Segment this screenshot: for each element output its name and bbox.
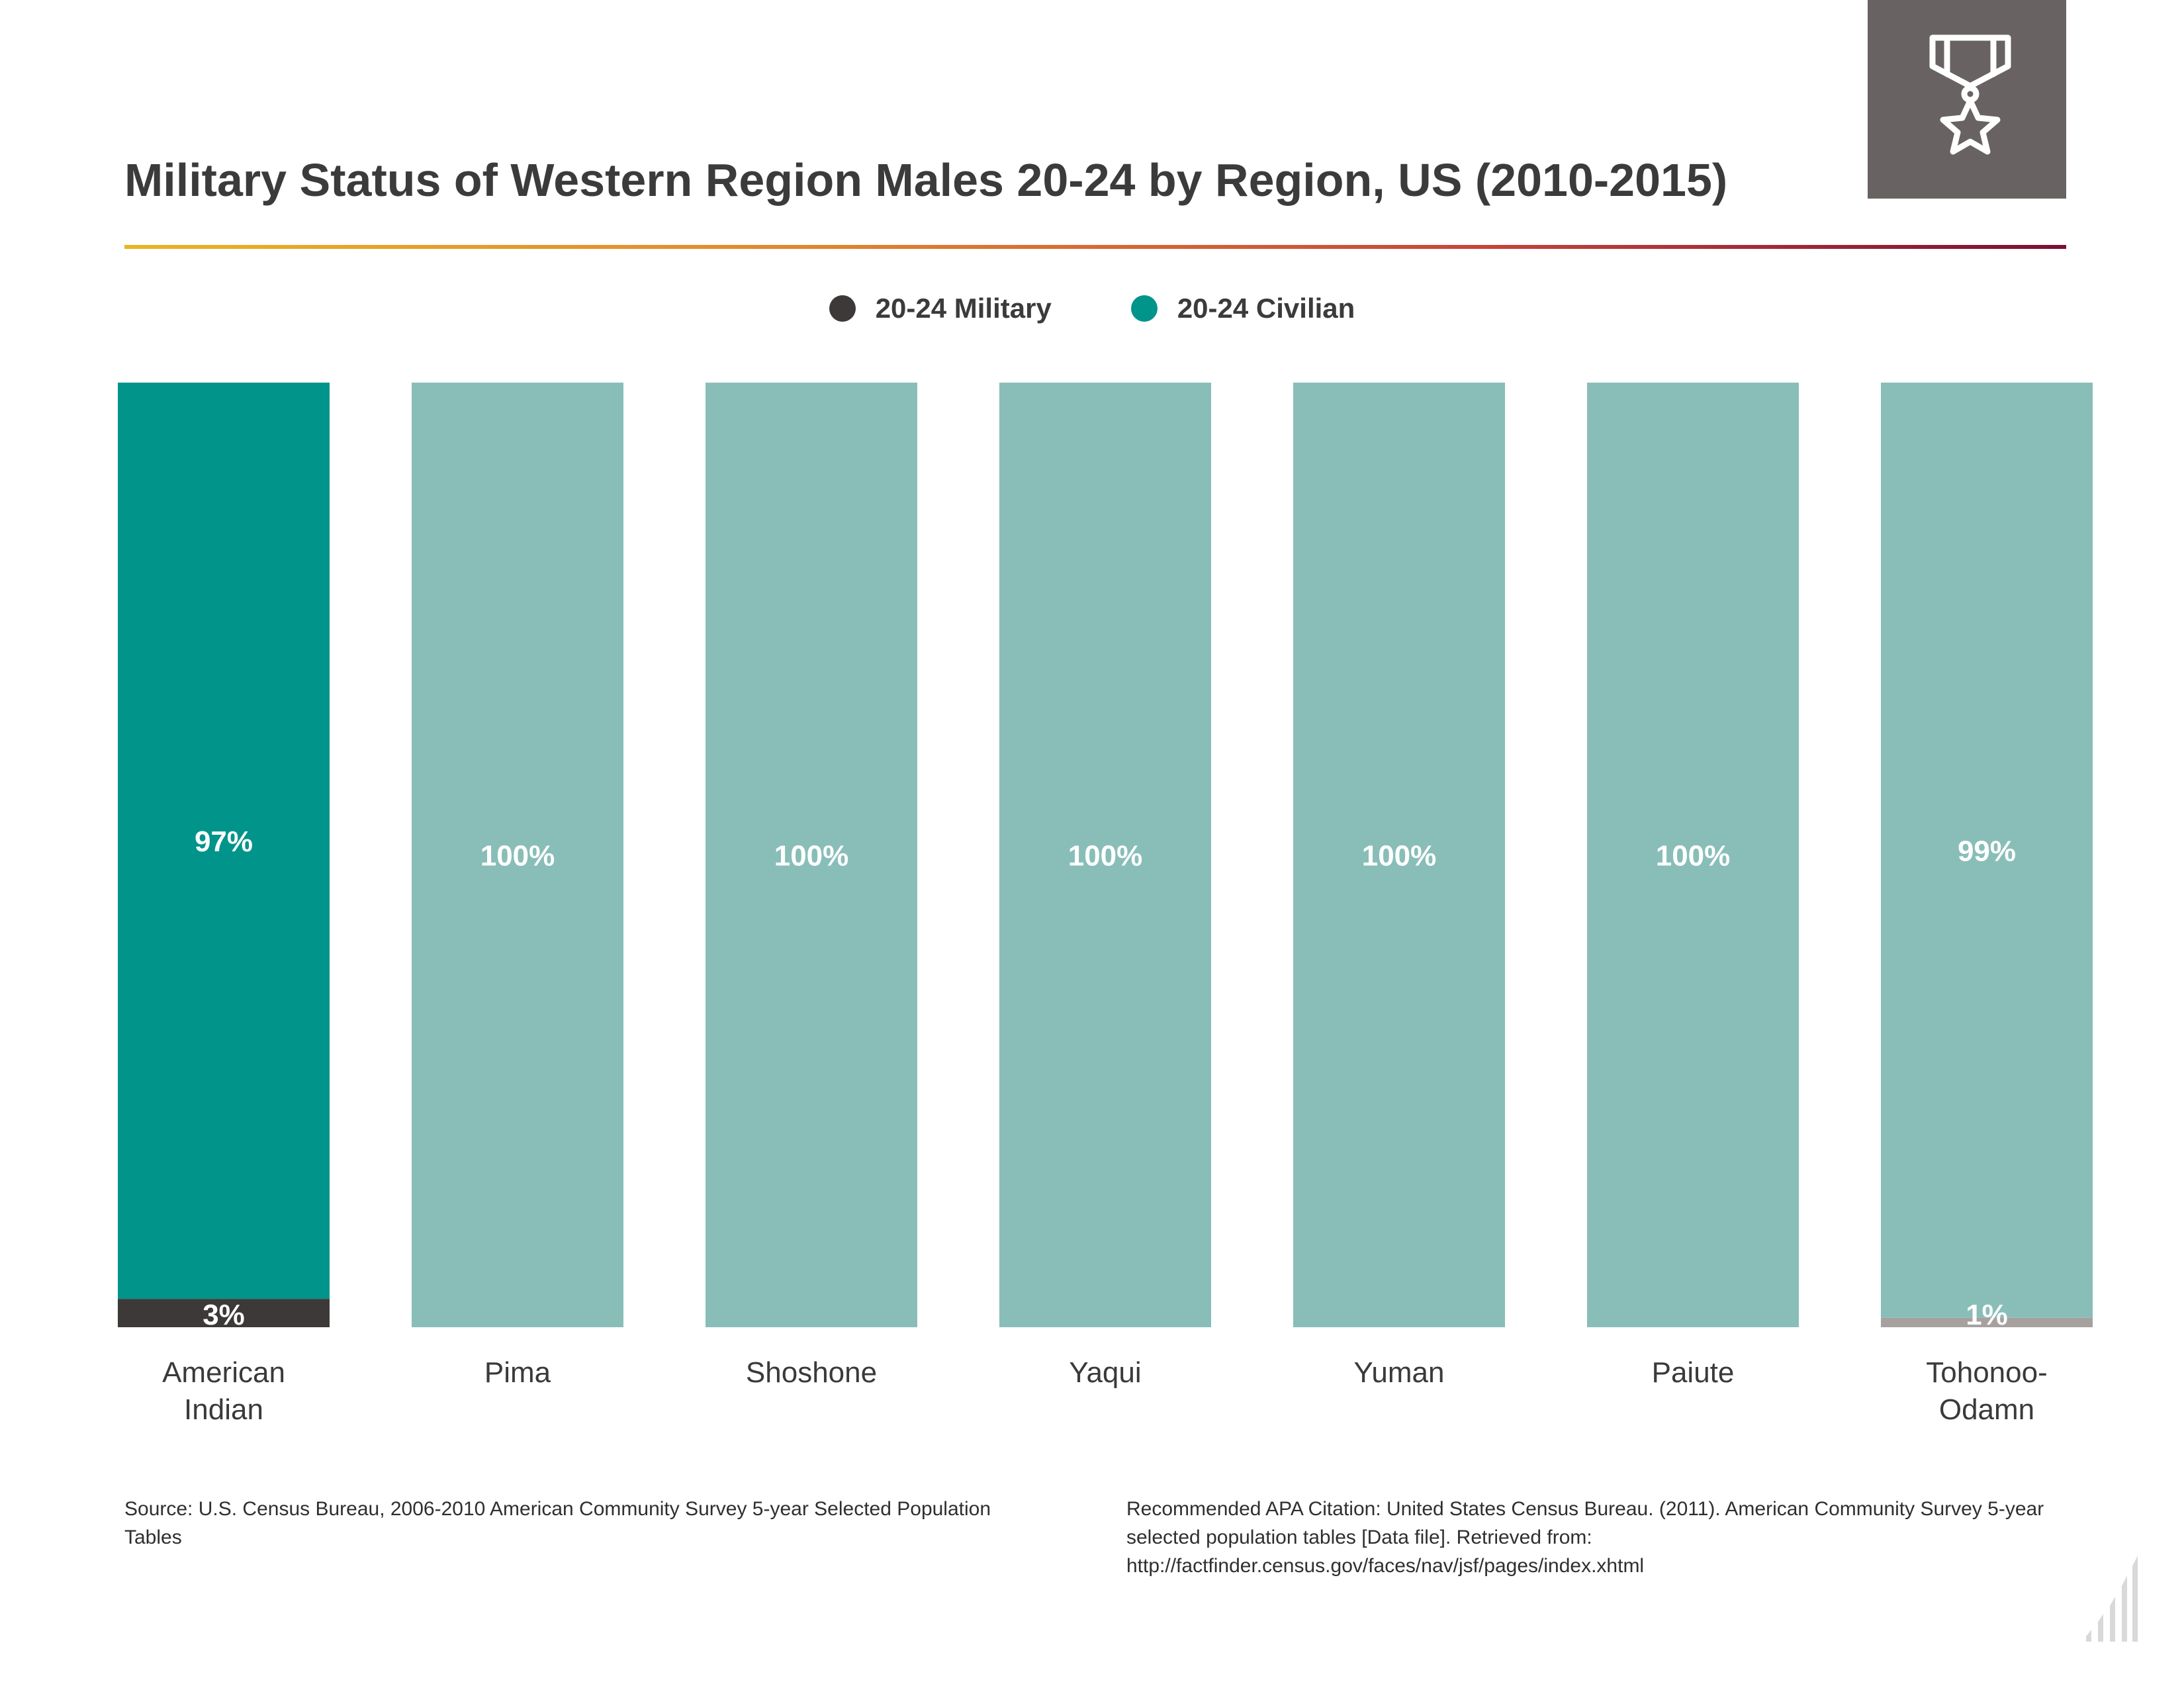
bar-label-civilian-1: 100% — [480, 840, 555, 872]
legend-item-military: 20-24 Military — [829, 289, 1052, 328]
medal-star-icon — [1868, 0, 2066, 199]
bar-chart-icon — [2086, 1556, 2138, 1642]
legend-label-military: 20-24 Military — [875, 293, 1052, 324]
category-label-3-0: Yaqui — [1069, 1356, 1141, 1389]
bar-label-civilian-5: 100% — [1656, 840, 1731, 872]
bar-civilian-0 — [118, 383, 330, 1299]
citation-note: Recommended APA Citation: United States … — [1126, 1498, 2044, 1577]
legend-item-civilian: 20-24 Civilian — [1130, 289, 1355, 328]
category-label-1-0: Pima — [484, 1356, 551, 1389]
category-label-4-0: Yuman — [1354, 1356, 1445, 1389]
category-label-6-0: Tohonoo- — [1926, 1356, 2047, 1389]
bar-civilian-2 — [705, 383, 917, 1327]
bar-military-0 — [118, 1299, 330, 1327]
legend-swatch-civilian — [1130, 295, 1158, 322]
source-note: Source: U.S. Census Bureau, 2006-2010 Am… — [124, 1498, 991, 1548]
category-label-6-1: Odamn — [1939, 1393, 2034, 1426]
bar-label-civilian-0: 97% — [195, 825, 253, 858]
bar-label-civilian-3: 100% — [1068, 840, 1143, 872]
bar-label-civilian-6: 99% — [1958, 835, 2016, 867]
legend-swatch-military — [829, 295, 856, 322]
title-divider — [124, 245, 2066, 249]
legend-label-civilian: 20-24 Civilian — [1177, 293, 1355, 324]
bar-civilian-6 — [1881, 383, 2093, 1318]
bar-civilian-4 — [1293, 383, 1505, 1327]
bar-civilian-3 — [999, 383, 1211, 1327]
bar-civilian-5 — [1587, 383, 1799, 1327]
bar-label-civilian-2: 100% — [774, 840, 849, 872]
chart-title: Military Status of Western Region Males … — [124, 154, 1728, 206]
bar-label-military-0: 3% — [203, 1299, 245, 1331]
category-label-2-0: Shoshone — [746, 1356, 877, 1389]
category-label-5-0: Paiute — [1652, 1356, 1735, 1389]
category-label-0-1: Indian — [184, 1393, 263, 1426]
category-label-0-0: American — [162, 1356, 285, 1389]
bar-civilian-1 — [412, 383, 623, 1327]
bar-label-military-6: 1% — [1966, 1299, 2008, 1331]
legend: 20-24 Military 20-24 Civilian — [0, 289, 2184, 328]
bar-label-civilian-4: 100% — [1362, 840, 1437, 872]
bar-military-6 — [1881, 1317, 2093, 1327]
